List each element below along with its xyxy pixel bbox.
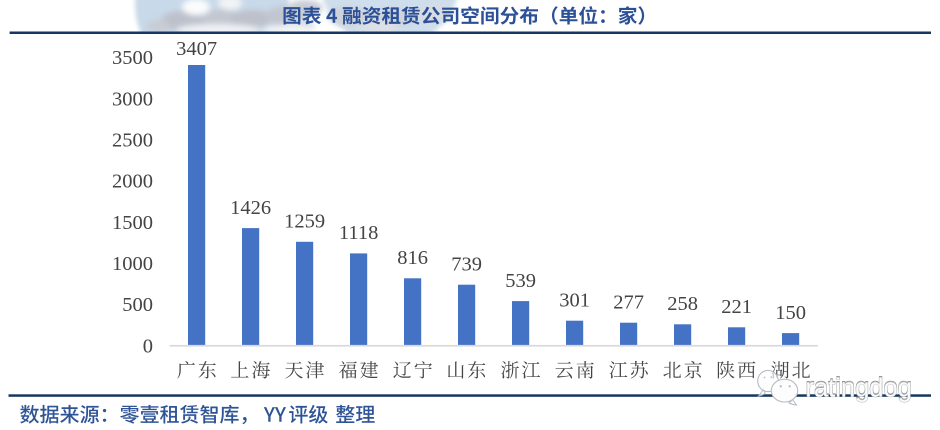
svg-text:2500: 2500 bbox=[112, 129, 153, 151]
svg-text:258: 258 bbox=[667, 293, 698, 315]
svg-text:3407: 3407 bbox=[176, 38, 217, 60]
svg-text:ratingdog: ratingdog bbox=[806, 374, 912, 402]
svg-text:2000: 2000 bbox=[112, 171, 153, 193]
svg-text:ratingdog: ratingdog bbox=[806, 374, 912, 402]
svg-text:277: 277 bbox=[613, 291, 644, 313]
svg-text:1500: 1500 bbox=[112, 212, 153, 234]
svg-text:150: 150 bbox=[775, 302, 806, 324]
svg-text:539: 539 bbox=[505, 270, 536, 292]
svg-text:1000: 1000 bbox=[112, 253, 153, 275]
svg-text:1259: 1259 bbox=[284, 211, 325, 233]
svg-text:739: 739 bbox=[451, 253, 482, 275]
svg-text:1426: 1426 bbox=[230, 197, 271, 219]
svg-text:3000: 3000 bbox=[112, 88, 153, 110]
svg-text:816: 816 bbox=[397, 247, 428, 269]
svg-text:301: 301 bbox=[559, 289, 590, 311]
svg-text:221: 221 bbox=[721, 296, 752, 318]
svg-text:3500: 3500 bbox=[112, 47, 153, 69]
svg-text:1118: 1118 bbox=[339, 222, 378, 244]
svg-text:500: 500 bbox=[122, 294, 153, 316]
svg-text:0: 0 bbox=[143, 335, 153, 357]
